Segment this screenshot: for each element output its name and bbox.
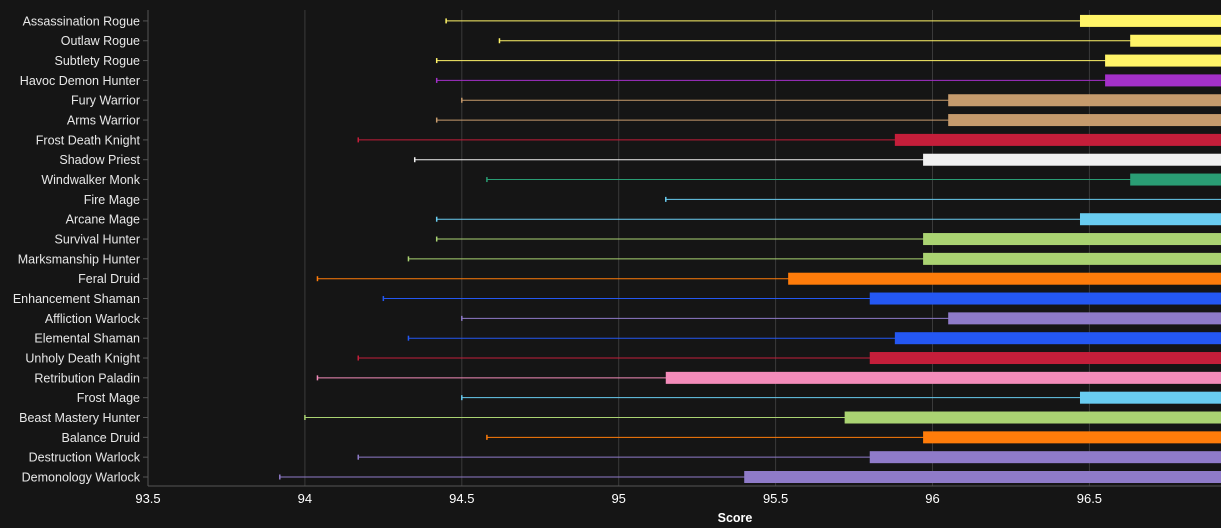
category-label: Fire Mage [84,193,140,207]
category-label: Destruction Warlock [29,451,141,465]
box-row [665,196,1221,202]
iqr-box [1079,14,1221,27]
category-label: Arcane Mage [66,213,140,227]
box-row [304,411,1221,424]
iqr-box [744,471,1221,484]
iqr-box [788,272,1221,285]
iqr-box [869,292,1221,305]
iqr-box [1105,54,1221,67]
box-row [461,94,1221,107]
box-row [445,14,1221,27]
box-row [407,332,1221,345]
category-label: Fury Warrior [71,94,140,108]
category-label: Balance Druid [61,431,140,445]
iqr-box [894,133,1221,146]
iqr-box [923,233,1221,246]
box-row [435,74,1221,87]
iqr-box [948,114,1221,127]
x-axis-ticks: 93.59494.59595.59696.59797.59898.59999.5… [135,491,1102,506]
box-row [316,272,1221,285]
box-row [279,471,1221,484]
box-row [382,292,1221,305]
box-series [279,14,1221,484]
category-label: Frost Death Knight [36,133,141,147]
box-row [461,391,1221,404]
category-label: Arms Warrior [67,114,140,128]
box-row [316,371,1221,384]
box-row [435,233,1221,246]
box-row [461,312,1221,325]
iqr-box [923,153,1221,166]
category-label: Outlaw Rogue [61,34,140,48]
iqr-box [923,252,1221,265]
x-tick-label: 94.5 [449,491,474,506]
category-label: Shadow Priest [59,153,140,167]
iqr-box [1130,34,1221,47]
category-label: Marksmanship Hunter [18,252,140,266]
box-row [486,431,1221,444]
iqr-box [1079,391,1221,404]
x-tick-label: 95 [611,491,625,506]
category-label: Survival Hunter [55,233,140,247]
x-tick-label: 93.5 [135,491,160,506]
x-tick-label: 95.5 [763,491,788,506]
iqr-box [1130,173,1221,186]
category-label: Windwalker Monk [41,173,140,187]
box-row [498,34,1221,47]
iqr-box [948,94,1221,107]
box-row [357,451,1221,464]
iqr-box [869,451,1221,464]
category-label: Affliction Warlock [45,312,141,326]
box-row [435,114,1221,127]
category-label: Feral Druid [78,272,140,286]
category-label: Frost Mage [77,391,140,405]
category-labels: Assassination Rogue Outlaw Rogue Subtlety … [13,14,148,485]
iqr-box [923,431,1221,444]
x-tick-label: 96 [925,491,939,506]
x-tick-label: 94 [298,491,312,506]
category-label: Elemental Shaman [34,332,140,346]
x-axis-title: Score [718,511,753,525]
box-row [435,213,1221,226]
iqr-box [665,371,1221,384]
iqr-box [1105,74,1221,87]
box-row [357,133,1221,146]
x-tick-label: 96.5 [1077,491,1102,506]
category-label: Assassination Rogue [23,14,140,28]
category-label: Retribution Paladin [34,371,140,385]
category-label: Demonology Warlock [22,471,141,485]
category-label: Beast Mastery Hunter [19,411,140,425]
box-row [435,54,1221,67]
category-label: Unholy Death Knight [25,352,140,366]
box-row [407,252,1221,265]
category-label: Enhancement Shaman [13,292,140,306]
iqr-box [844,411,1221,424]
category-label: Subtlety Rogue [55,54,141,68]
iqr-box [948,312,1221,325]
grid-lines [147,10,1221,487]
iqr-box [1079,213,1221,226]
box-row [413,153,1221,166]
category-label: Havoc Demon Hunter [20,74,140,88]
box-row [486,173,1221,186]
iqr-box [869,352,1221,365]
iqr-box [894,332,1221,345]
box-row [357,352,1221,365]
